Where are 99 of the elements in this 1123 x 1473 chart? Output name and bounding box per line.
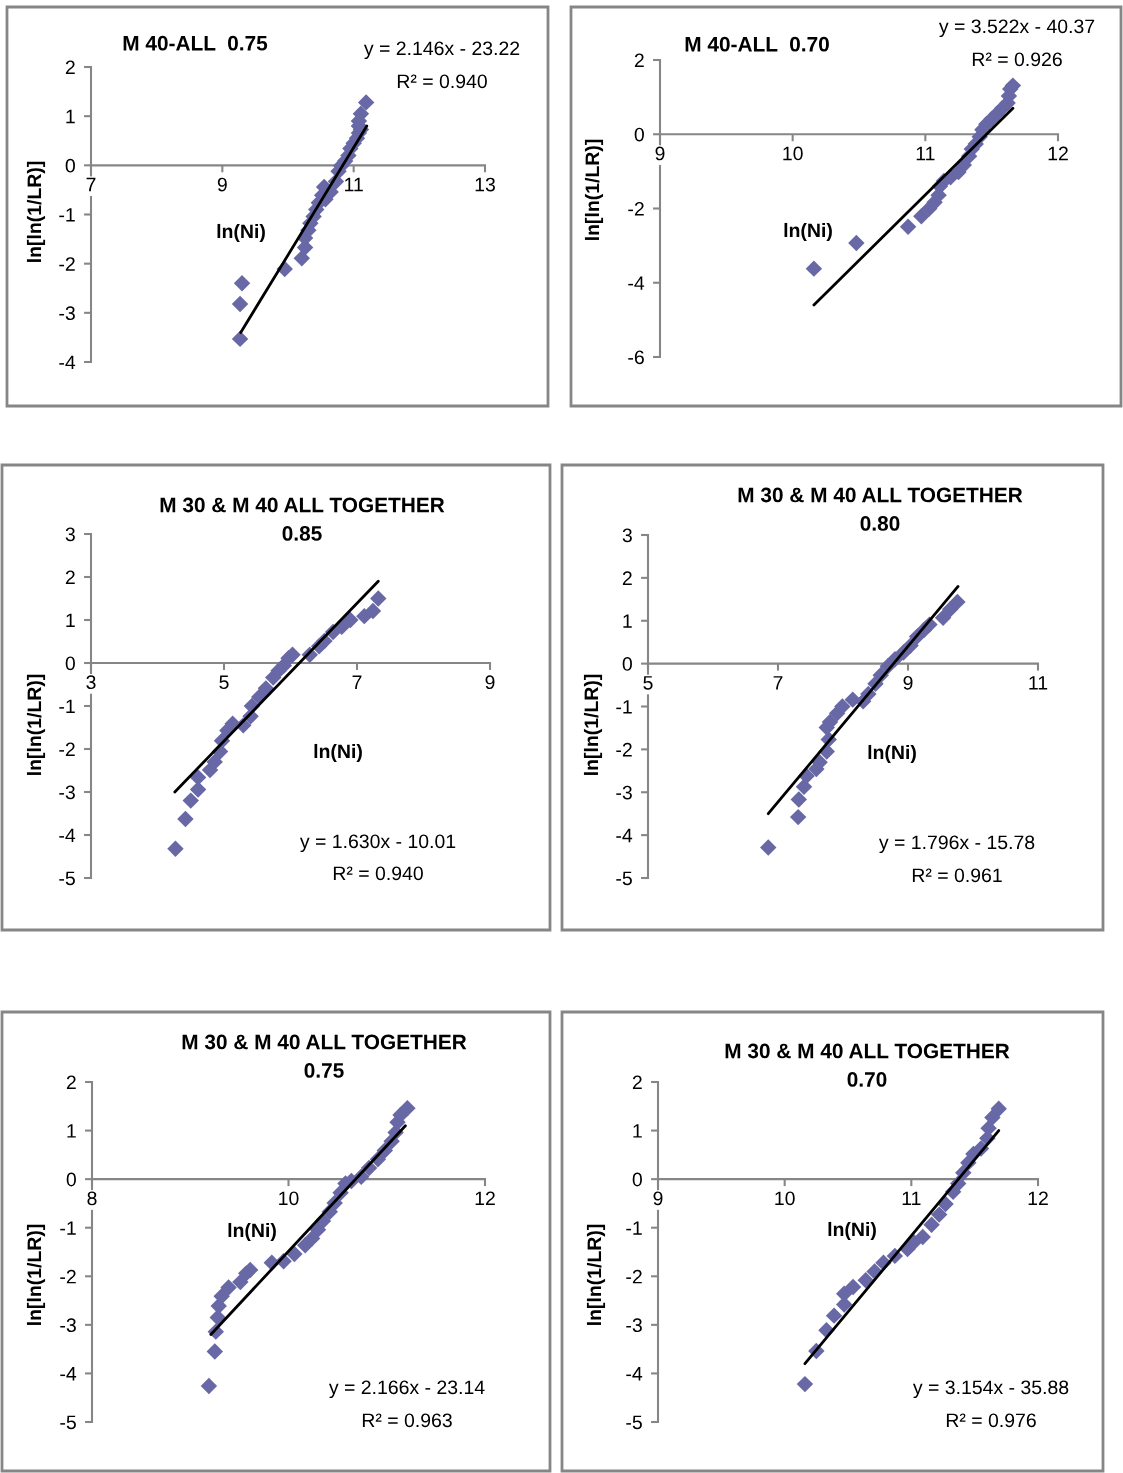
y-tick-label: 2 [632, 1075, 642, 1090]
x-tick-label: 3 [86, 675, 96, 690]
y-axis-title: ln[ln(1/LR)] [26, 1224, 46, 1325]
y-tick-label: -2 [59, 742, 75, 757]
annotation: R² = 0.926 [972, 52, 1062, 67]
chart-title: M 30 & M 40 ALL TOGETHER 0.70 [725, 1043, 1010, 1087]
y-tick-label: 0 [65, 158, 75, 173]
x-tick-label: 5 [219, 675, 229, 690]
chart-title: M 30 & M 40 ALL TOGETHER 0.85 [160, 497, 445, 541]
x-tick-label: 7 [773, 676, 783, 690]
annotation: y = 1.630x - 10.01 [299, 834, 456, 853]
annotation: R² = 0.976 [946, 1413, 1036, 1428]
x-tick-label: 12 [1028, 1191, 1048, 1206]
y-tick-label: 2 [65, 60, 75, 75]
y-tick-label: 2 [66, 1075, 76, 1090]
y-axis-title: ln[ln(1/LR)] [26, 674, 46, 775]
y-tick-label: -5 [60, 1415, 76, 1430]
y-tick-label: -2 [616, 742, 632, 757]
y-tick-label: -4 [59, 828, 76, 843]
y-tick-label: -2 [60, 1269, 76, 1284]
y-tick-label: -1 [59, 208, 75, 222]
x-tick-label: 11 [345, 177, 363, 192]
y-tick-label: 3 [65, 527, 75, 542]
y-tick-label: -2 [626, 1269, 642, 1284]
y-tick-label: -6 [628, 350, 644, 365]
x-tick-label: 10 [775, 1191, 795, 1206]
y-tick-label: -5 [59, 871, 75, 886]
y-tick-label: 0 [66, 1172, 76, 1187]
y-tick-label: -3 [60, 1318, 76, 1333]
y-tick-label: -4 [626, 1367, 643, 1381]
y-tick-label: -5 [626, 1415, 642, 1430]
x-tick-label: 11 [902, 1191, 921, 1206]
annotation: R² = 0.940 [397, 74, 487, 89]
y-tick-label: -4 [616, 828, 633, 843]
y-tick-label: 2 [622, 571, 632, 585]
y-tick-label: -3 [616, 785, 632, 800]
x-tick-label: 12 [1048, 146, 1068, 161]
chart-title: M 30 & M 40 ALL TOGETHER 0.80 [738, 487, 1023, 531]
y-tick-label: 2 [65, 570, 75, 585]
y-tick-label: 2 [634, 53, 644, 68]
x-tick-label: 11 [1029, 676, 1048, 690]
y-tick-label: -1 [626, 1221, 642, 1235]
y-tick-label: -4 [628, 276, 645, 290]
x-tick-label: 8 [87, 1191, 97, 1206]
y-axis-title: ln[ln(1/LR)] [583, 674, 603, 775]
y-tick-label: 0 [632, 1172, 642, 1187]
annotation: R² = 0.963 [362, 1413, 452, 1428]
y-tick-label: -4 [59, 355, 76, 370]
y-tick-label: -2 [628, 201, 644, 216]
x-axis-title: ln(Ni) [217, 223, 265, 243]
y-tick-label: 0 [65, 656, 75, 671]
y-tick-label: -2 [59, 257, 75, 271]
y-tick-label: -3 [59, 785, 75, 800]
annotation: R² = 0.961 [912, 868, 1002, 883]
y-tick-label: 0 [634, 127, 644, 142]
x-tick-label: 13 [475, 177, 495, 192]
x-axis-title: ln(Ni) [868, 744, 916, 764]
x-tick-label: 9 [653, 1191, 663, 1206]
annotation: R² = 0.940 [333, 866, 423, 881]
y-tick-label: -3 [626, 1318, 642, 1333]
y-tick-label: 1 [623, 614, 632, 628]
x-axis-title: ln(Ni) [784, 222, 832, 242]
x-tick-label: 5 [643, 676, 653, 690]
text: y = 2.146x - 23.22 [363, 41, 520, 60]
annotation: y = 1.796x - 15.78 [878, 835, 1035, 854]
x-axis-title: ln(Ni) [828, 1221, 876, 1241]
y-tick-label: 0 [622, 657, 632, 671]
y-tick-label: 1 [66, 613, 75, 628]
y-tick-label: -1 [616, 700, 632, 714]
y-tick-label: 1 [67, 1124, 76, 1138]
chart-title: M 40-ALL 0.70 [685, 36, 829, 52]
x-axis-title: ln(Ni) [314, 743, 362, 763]
annotation: y = 2.166x - 23.14 [328, 1380, 485, 1399]
x-tick-label: 11 [916, 146, 935, 161]
y-tick-label: -5 [616, 871, 632, 886]
y-tick-label: -1 [60, 1221, 76, 1235]
y-axis-title: ln[ln(1/LR)] [586, 1224, 606, 1325]
y-tick-label: 1 [633, 1124, 642, 1138]
text: y = 3.522x - 40.37 [938, 19, 1095, 38]
y-tick-label: -3 [59, 306, 75, 321]
x-tick-label: 9 [655, 146, 665, 161]
x-tick-label: 10 [783, 146, 803, 161]
x-tick-label: 12 [475, 1191, 495, 1206]
x-tick-label: 10 [279, 1191, 299, 1206]
y-tick-label: 3 [622, 528, 632, 543]
y-axis-title: ln[ln(1/LR)] [584, 139, 604, 240]
y-tick-label: -1 [59, 699, 75, 714]
chart-title: M 30 & M 40 ALL TOGETHER 0.75 [182, 1034, 467, 1078]
x-tick-label: 7 [352, 675, 362, 689]
annotation: y = 3.154x - 35.88 [912, 1380, 1069, 1399]
y-axis-title: ln[ln(1/LR)] [26, 161, 46, 262]
x-tick-label: 9 [903, 675, 913, 690]
y-tick-label: 1 [66, 109, 75, 124]
chart-title: M 40-ALL 0.75 [123, 35, 268, 51]
y-tick-label: -4 [60, 1367, 77, 1381]
x-tick-label: 7 [86, 177, 96, 192]
x-tick-label: 9 [217, 177, 227, 192]
x-axis-title: ln(Ni) [228, 1222, 276, 1242]
x-tick-label: 9 [485, 675, 495, 690]
